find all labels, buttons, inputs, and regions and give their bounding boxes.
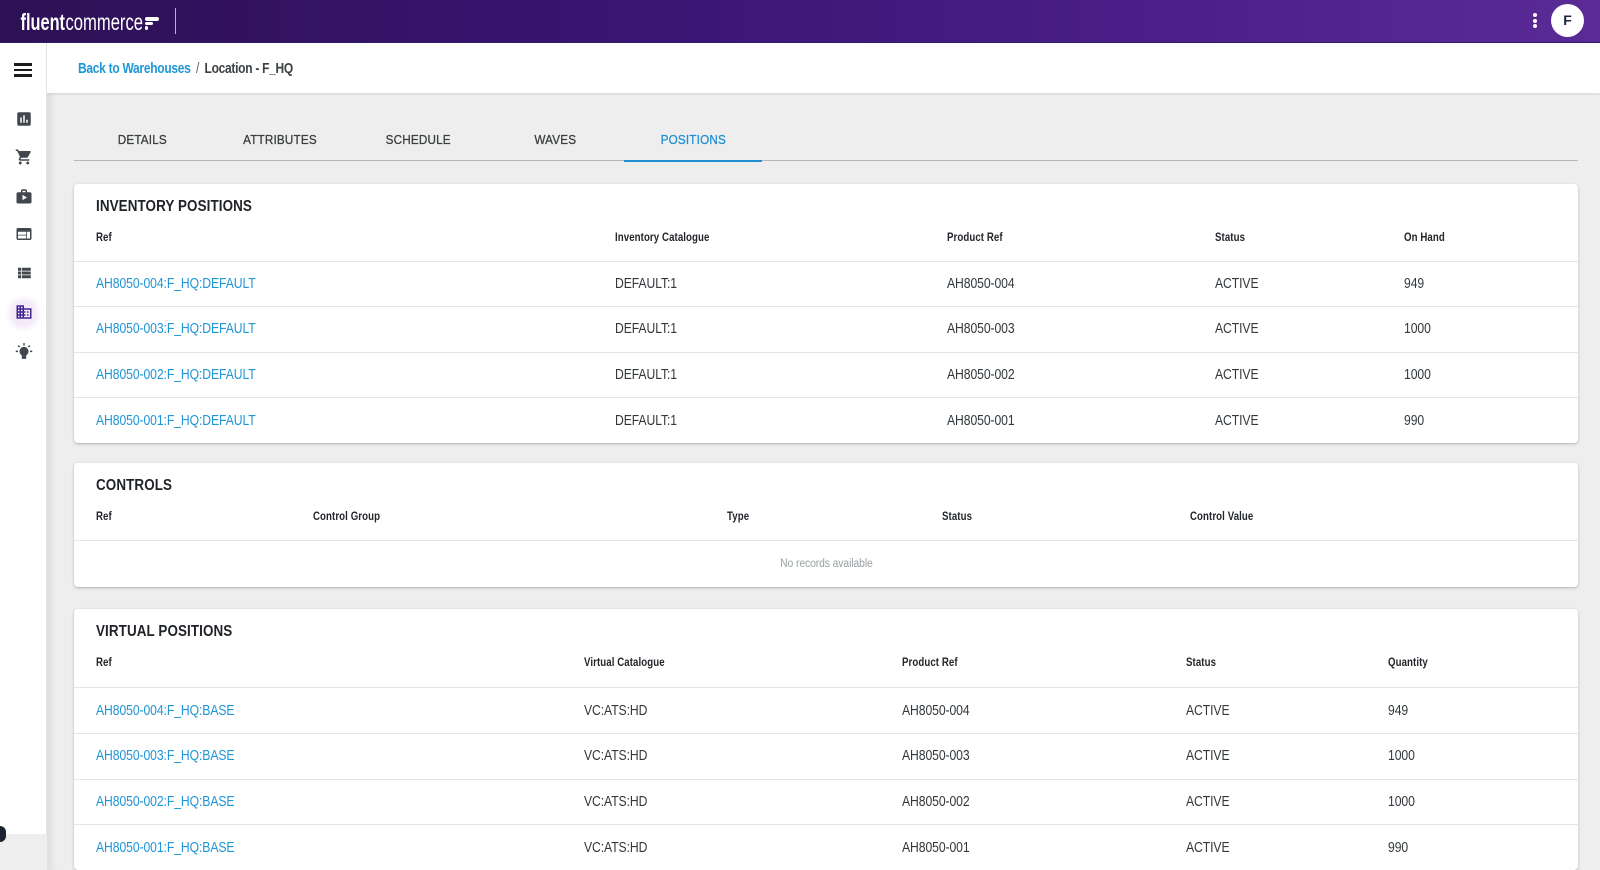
svg-text:commerce: commerce [66,9,144,35]
svg-text:fluent: fluent [21,9,66,35]
